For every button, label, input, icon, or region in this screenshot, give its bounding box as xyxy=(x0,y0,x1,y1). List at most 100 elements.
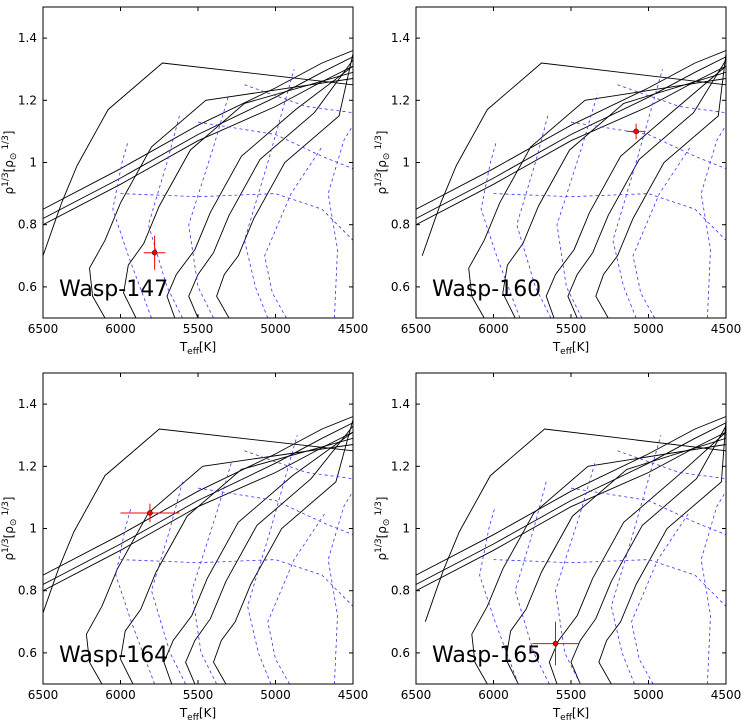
isochrone-line xyxy=(166,65,353,318)
isochrone-line xyxy=(43,50,353,210)
isochrone-line xyxy=(548,431,726,684)
isochrone-line xyxy=(120,437,353,684)
isochrone-line xyxy=(43,65,353,226)
isochrone-line xyxy=(216,53,353,318)
isochrone-line xyxy=(545,65,726,318)
isochrone-line xyxy=(185,425,353,684)
y-tick-label: 0.8 xyxy=(18,584,37,598)
isochrone-line xyxy=(598,419,726,684)
series-group xyxy=(43,416,353,684)
plot-frame xyxy=(415,372,727,685)
x-tick-label: 4500 xyxy=(711,688,742,702)
x-tick-label: 5500 xyxy=(183,322,214,336)
y-tick-label: 1 xyxy=(29,156,37,170)
mass-track-line xyxy=(610,435,662,684)
x-axis-label: Teff[K] xyxy=(179,706,216,721)
isochrone-line xyxy=(416,416,726,576)
panel-title: Wasp-165 xyxy=(432,643,541,668)
mass-track-line xyxy=(197,121,353,170)
y-tick-label: 1.2 xyxy=(391,93,410,107)
isochrone-line xyxy=(43,431,353,592)
isochrone-line xyxy=(43,428,353,615)
y-tick-label: 0.8 xyxy=(18,218,37,232)
x-tick-label: 4500 xyxy=(711,322,742,336)
target-point xyxy=(532,621,579,666)
mass-track-line xyxy=(244,84,353,114)
isochrone-line xyxy=(471,444,726,684)
isochrone-line xyxy=(567,59,726,318)
plot-frame xyxy=(42,372,354,685)
target-marker xyxy=(147,510,153,516)
target-point xyxy=(626,123,646,140)
panel-title: Wasp-164 xyxy=(59,643,168,668)
y-tick-label: 1.2 xyxy=(391,459,410,473)
isochrone-line xyxy=(163,431,353,684)
x-tick-label: 6500 xyxy=(401,688,432,702)
isochrone-line xyxy=(416,56,726,219)
x-tick-label: 5000 xyxy=(260,322,291,336)
x-tick-label: 4500 xyxy=(338,322,369,336)
x-tick-label: 5000 xyxy=(633,322,664,336)
x-tick-label: 6500 xyxy=(401,322,432,336)
mass-track-line xyxy=(493,559,726,607)
mass-track-line xyxy=(617,84,726,114)
y-tick-label: 1.4 xyxy=(391,31,410,45)
mass-track-line xyxy=(264,146,323,318)
mass-track-line xyxy=(632,146,691,318)
y-tick-label: 0.6 xyxy=(18,646,37,660)
series-group xyxy=(416,416,726,684)
y-tick-label: 1.2 xyxy=(18,93,37,107)
y-axis-label: ρ1/3[ρ⊙ 1/3] xyxy=(374,496,392,560)
isochrone-line xyxy=(570,425,726,684)
mass-track-line xyxy=(244,450,353,480)
y-tick-label: 1.2 xyxy=(18,459,37,473)
y-tick-label: 1.4 xyxy=(18,397,37,411)
isochrone-line xyxy=(43,62,353,256)
isochrone-line xyxy=(213,419,353,684)
x-tick-label: 5500 xyxy=(183,688,214,702)
isochrone-line xyxy=(424,428,726,622)
panel-title: Wasp-160 xyxy=(432,277,541,302)
mass-track-line xyxy=(120,559,353,607)
x-tick-label: 6000 xyxy=(478,322,509,336)
mass-track-line xyxy=(700,490,726,684)
y-tick-label: 0.6 xyxy=(391,646,410,660)
target-marker xyxy=(552,640,559,647)
chart-panel: 6500 6000 5500 5000 4500 0.6 0.8 1 1.2 1.4 Teff[K]… xyxy=(374,372,742,721)
mass-track-line xyxy=(197,487,353,536)
chart-panel: 6500 6000 5500 5000 4500 0.6 0.8 1 1.2 1.4 Teff[K]… xyxy=(1,372,369,721)
y-tick-label: 1.4 xyxy=(391,397,410,411)
y-axis-label: ρ1/3[ρ⊙ 1/3] xyxy=(1,496,19,560)
target-marker xyxy=(633,128,639,135)
x-tick-label: 5500 xyxy=(556,322,587,336)
x-tick-label: 6500 xyxy=(28,322,59,336)
mass-track-line xyxy=(479,506,519,684)
series-group xyxy=(43,50,353,318)
series-group xyxy=(416,50,726,318)
y-tick-label: 0.6 xyxy=(391,280,410,294)
mass-track-line xyxy=(555,459,597,684)
x-tick-label: 5500 xyxy=(556,688,587,702)
mass-track-line xyxy=(631,512,690,684)
y-tick-label: 0.8 xyxy=(391,218,410,232)
x-tick-label: 4500 xyxy=(338,688,369,702)
x-axis-label: Teff[K] xyxy=(552,340,589,357)
isochrone-line xyxy=(468,78,726,318)
mass-track-line xyxy=(327,124,353,318)
x-tick-label: 6500 xyxy=(28,688,59,702)
y-tick-label: 1 xyxy=(402,156,410,170)
y-axis-label: ρ1/3[ρ⊙ 1/3] xyxy=(1,130,19,194)
mass-track-line xyxy=(244,69,295,318)
mass-track-line xyxy=(493,193,726,241)
mass-track-line xyxy=(617,450,726,480)
mass-track-line xyxy=(480,140,521,318)
isochrone-line xyxy=(89,78,353,318)
x-axis-label: Teff[K] xyxy=(179,340,216,357)
mass-track-line xyxy=(112,140,152,318)
x-tick-label: 5000 xyxy=(260,688,291,702)
y-tick-label: 0.6 xyxy=(18,280,37,294)
isochrone-line xyxy=(502,71,726,318)
isochrone-line xyxy=(43,416,353,576)
mass-track-line xyxy=(115,506,155,684)
mass-track-line xyxy=(267,512,326,684)
